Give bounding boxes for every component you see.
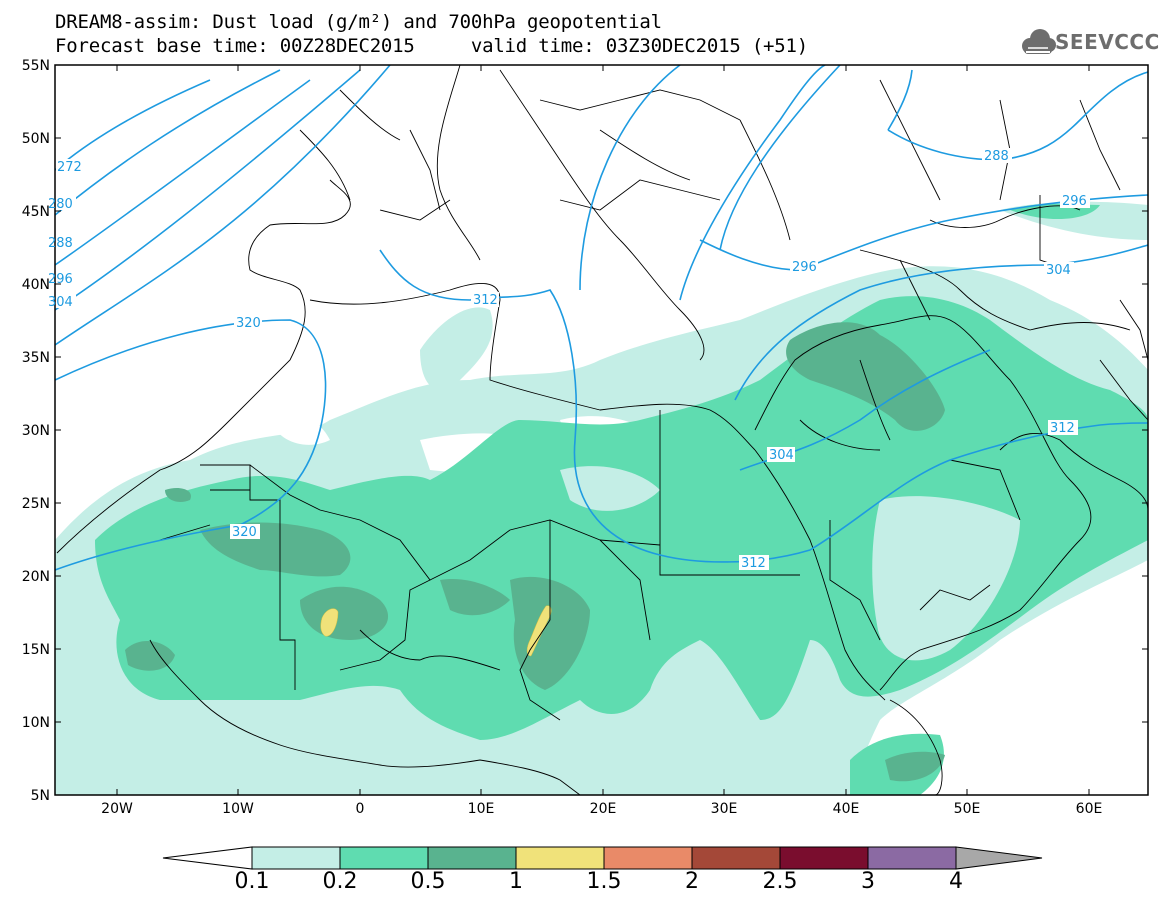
lon-label: 60E <box>1075 801 1103 817</box>
contour-label-text: 304 <box>1046 263 1071 278</box>
lat-label: 30N <box>21 423 50 439</box>
lat-label: 25N <box>21 496 50 512</box>
lat-label: 20N <box>21 569 50 585</box>
lon-label: 40E <box>832 801 860 817</box>
contour-label: 320 <box>234 315 262 331</box>
country-borders <box>56 65 1148 795</box>
map-title: DREAM8-assim: Dust load (g/m²) and 700hP… <box>55 11 662 33</box>
colorbar-label: 0.5 <box>410 869 446 894</box>
contour-label: 288 <box>48 235 76 251</box>
colorbar-label: 3 <box>861 869 875 894</box>
colorbar-bin <box>515 846 605 870</box>
colorbar-bin <box>427 846 517 870</box>
lon-label: 0 <box>355 801 365 817</box>
axis-ticks <box>55 64 1148 796</box>
lat-label: 15N <box>21 642 50 658</box>
contour-label-text: 312 <box>473 293 498 308</box>
contour-label-text: 288 <box>48 236 73 251</box>
contour-label-text: 272 <box>57 160 82 175</box>
colorbar <box>162 846 1043 870</box>
contour-label: 272 <box>56 159 84 175</box>
contour-label-text: 304 <box>769 448 794 463</box>
contour-label: 320 <box>230 524 260 540</box>
lon-label: 20W <box>101 801 133 817</box>
lat-label: 40N <box>21 277 50 293</box>
colorbar-bin <box>779 846 869 870</box>
contour-label: 304 <box>1044 262 1074 278</box>
contour-label-text: 312 <box>741 556 766 571</box>
lat-label: 50N <box>21 131 50 147</box>
contour-label: 312 <box>1048 420 1078 436</box>
lat-label: 55N <box>21 58 50 74</box>
map-subtitle: Forecast base time: 00Z28DEC2015 valid t… <box>55 35 809 57</box>
contour-label: 296 <box>790 259 818 275</box>
logo-text: SEEVCCC <box>1055 30 1160 54</box>
contour-label-text: 296 <box>792 260 817 275</box>
lat-label: 5N <box>30 788 50 804</box>
contour-label-text: 296 <box>1062 194 1087 209</box>
colorbar-bin <box>251 846 341 870</box>
contour-label: 296 <box>1060 193 1090 209</box>
colorbar-bin <box>691 846 781 870</box>
colorbar-bin <box>339 846 429 870</box>
contour-label: 296 <box>48 271 76 287</box>
contour-label: 304 <box>767 447 795 463</box>
colorbar-label: 2.5 <box>762 869 798 894</box>
contour-labels: 272 280 288 296 304 320 312 320 312 304 … <box>48 148 1090 571</box>
contour-label-text: 296 <box>48 272 73 287</box>
lat-label: 35N <box>21 350 50 366</box>
geopotential-contours <box>55 65 1148 571</box>
contour-label-text: 288 <box>984 149 1009 164</box>
colorbar-label: 0.1 <box>234 869 270 894</box>
contour-label: 304 <box>48 294 76 310</box>
lat-label: 45N <box>21 204 50 220</box>
colorbar-bin <box>867 846 957 870</box>
colorbar-low-arrow <box>162 846 253 870</box>
lon-label: 10E <box>467 801 495 817</box>
contour-label-text: 280 <box>48 197 73 212</box>
lon-label: 30E <box>710 801 738 817</box>
contour-label-text: 320 <box>232 525 257 540</box>
contour-label-text: 320 <box>236 316 261 331</box>
colorbar-label: 4 <box>949 869 963 894</box>
contour-label: 280 <box>48 196 76 212</box>
lon-label: 50E <box>953 801 981 817</box>
colorbar-bin <box>603 846 693 870</box>
lon-label: 10W <box>222 801 254 817</box>
lon-label: 20E <box>589 801 617 817</box>
contour-label-text: 304 <box>48 295 73 310</box>
lat-label: 10N <box>21 715 50 731</box>
contour-label: 312 <box>739 555 769 571</box>
colorbar-label: 1 <box>509 869 523 894</box>
contour-label: 288 <box>982 148 1012 164</box>
colorbar-high-arrow <box>955 846 1043 870</box>
contour-label-text: 312 <box>1050 421 1075 436</box>
contour-label: 312 <box>471 292 499 308</box>
colorbar-label: 2 <box>685 869 699 894</box>
colorbar-label: 0.2 <box>322 869 358 894</box>
cloud-icon <box>1022 29 1056 54</box>
dust-area-high <box>320 605 552 657</box>
colorbar-label: 1.5 <box>586 869 622 894</box>
